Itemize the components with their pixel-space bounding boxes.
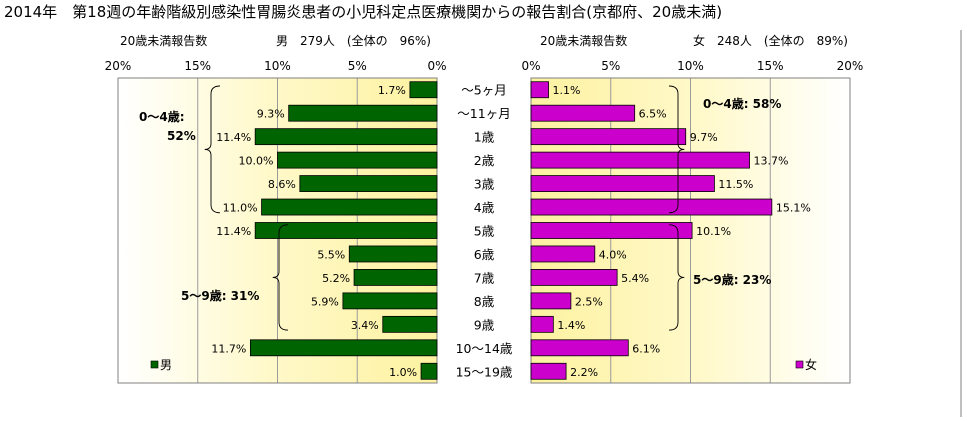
category-label: 8歳 — [474, 294, 495, 309]
male-bar-value-label: 11.4% — [216, 131, 251, 144]
female-bar-value-label: 6.1% — [632, 342, 660, 355]
female-bar-value-label: 10.1% — [696, 225, 731, 238]
female-bar-value-label: 9.7% — [690, 131, 718, 144]
female-brace-0-4 — [668, 85, 685, 214]
category-label: ～11ヶ月 — [457, 106, 510, 121]
female-bar-value-label: 11.5% — [718, 178, 753, 191]
female-bar — [530, 245, 596, 263]
male-bar-value-label: 11.4% — [216, 225, 251, 238]
male-bar-value-label: 5.9% — [311, 295, 339, 308]
male-bar-value-label: 5.5% — [317, 248, 345, 261]
male-header-total: 男 279人 (全体の 96%) — [276, 33, 431, 48]
category-label: 3歳 — [474, 177, 495, 192]
male-bar — [299, 175, 438, 192]
male-bar — [261, 198, 438, 216]
female-bar — [530, 128, 687, 146]
male-bar — [254, 128, 438, 146]
male-tick-label: 5% — [348, 59, 367, 73]
female-bar — [530, 151, 750, 169]
female-tick-label: 5% — [601, 59, 620, 73]
female-bar — [530, 292, 572, 310]
male-brace-5-9 — [272, 224, 289, 331]
female-bar — [530, 269, 618, 286]
female-bar-value-label: 13.7% — [754, 155, 789, 168]
female-legend-swatch — [795, 360, 804, 369]
male-bar-value-label: 1.7% — [378, 84, 406, 97]
male-group-label-5-9: 5～9歳: 31% — [181, 288, 259, 303]
male-bar-value-label: 11.0% — [223, 202, 258, 215]
female-bar — [530, 222, 693, 239]
male-header-count-label: 20歳未満報告数 — [120, 33, 207, 48]
male-bar — [353, 269, 438, 286]
female-brace-5-9 — [668, 224, 685, 331]
male-bar — [382, 315, 438, 333]
male-tick-label: 20% — [105, 59, 132, 73]
male-group-label-0-4: 0～4歳: — [139, 109, 185, 124]
category-label: 10～14歳 — [456, 341, 513, 356]
female-legend-label: 女 — [805, 357, 817, 372]
female-bar-value-label: 1.4% — [557, 319, 585, 332]
male-bar — [249, 339, 438, 357]
category-label: 9歳 — [474, 317, 495, 332]
male-legend-label: 男 — [160, 358, 172, 372]
female-group-label-0-4: 0～4歳: 58% — [703, 96, 781, 111]
category-label: 7歳 — [474, 270, 495, 285]
male-bar-value-label: 10.0% — [239, 155, 274, 168]
female-bar-value-label: 15.1% — [776, 202, 811, 215]
female-header-total: 女 248人 (全体の 89%) — [693, 33, 848, 48]
female-tick-label: 10% — [677, 59, 704, 73]
male-bar — [277, 151, 438, 169]
female-tick-label: 20% — [837, 59, 864, 73]
female-bar-value-label: 1.1% — [553, 84, 581, 97]
chart-title: 2014年 第18週の年齢階級別感染性胃腸炎患者の小児科定点医療機関からの報告割… — [4, 3, 722, 21]
category-label: 15～19歳 — [456, 364, 513, 379]
male-bar-value-label: 8.6% — [268, 178, 296, 191]
female-bar-value-label: 6.5% — [639, 108, 667, 121]
male-bar-value-label: 11.7% — [211, 342, 246, 355]
male-bar-value-label: 5.2% — [322, 272, 350, 285]
female-tick-label: 15% — [757, 59, 784, 73]
male-group-value-0-4: 52% — [167, 129, 196, 143]
female-bar — [530, 81, 549, 99]
female-bar — [530, 315, 554, 333]
female-tick-label: 0% — [521, 59, 540, 73]
male-bar — [254, 222, 438, 239]
category-label: 5歳 — [474, 224, 495, 239]
male-bar — [288, 104, 438, 122]
female-bar-value-label: 5.4% — [621, 272, 649, 285]
male-bar-value-label: 9.3% — [257, 108, 285, 121]
male-tick-label: 0% — [427, 59, 446, 73]
category-label: ～5ヶ月 — [461, 83, 506, 98]
category-label: 2歳 — [474, 153, 495, 168]
male-bar — [409, 81, 438, 99]
male-bar-value-label: 3.4% — [351, 319, 379, 332]
male-legend-swatch — [150, 360, 159, 369]
female-bar — [530, 362, 567, 380]
female-bar — [530, 175, 715, 192]
male-bar — [348, 245, 438, 263]
male-bar — [420, 362, 438, 380]
male-brace-0-4 — [204, 85, 221, 214]
female-bar — [530, 198, 773, 216]
category-label: 6歳 — [474, 247, 495, 262]
female-header-count-label: 20歳未満報告数 — [540, 33, 627, 48]
male-bar-value-label: 1.0% — [389, 366, 417, 379]
female-bar — [530, 104, 636, 122]
female-bar — [530, 339, 629, 357]
category-label: 4歳 — [474, 200, 495, 215]
male-tick-label: 15% — [184, 59, 211, 73]
male-bar — [342, 292, 438, 310]
female-bar-value-label: 2.5% — [575, 295, 603, 308]
category-label: 1歳 — [474, 130, 495, 145]
female-bar-value-label: 2.2% — [570, 366, 598, 379]
male-tick-label: 10% — [264, 59, 291, 73]
female-group-label-5-9: 5～9歳: 23% — [693, 272, 771, 287]
female-bar-value-label: 4.0% — [599, 248, 627, 261]
